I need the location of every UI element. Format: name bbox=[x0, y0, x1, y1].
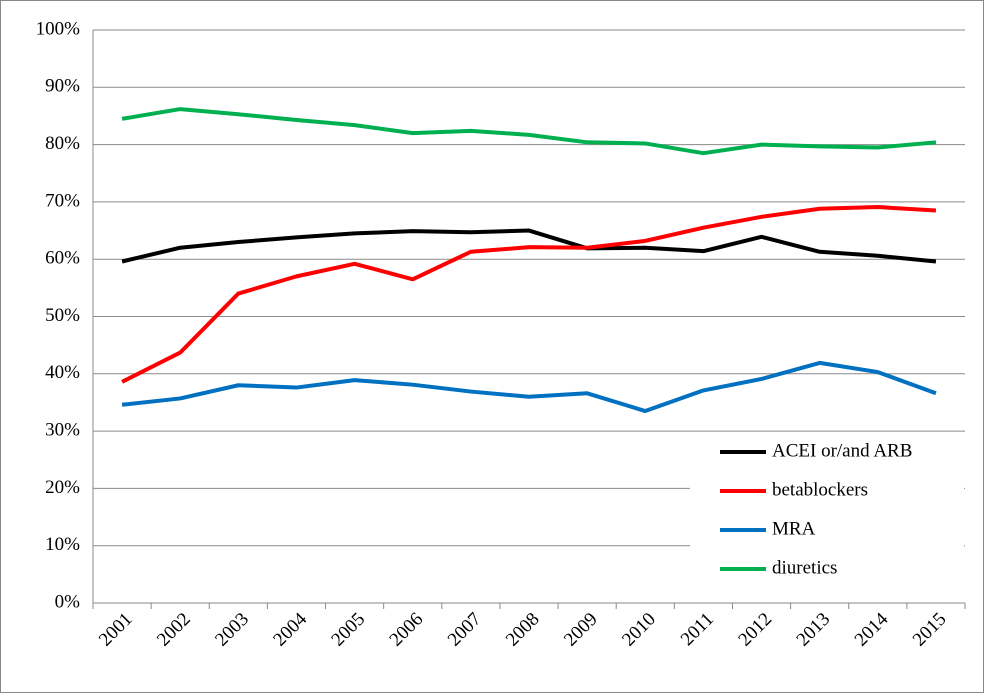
y-tick-label: 40% bbox=[45, 362, 80, 383]
legend-box bbox=[690, 432, 964, 590]
y-tick-label: 80% bbox=[45, 133, 80, 154]
series-line bbox=[121, 107, 937, 156]
series-line bbox=[121, 205, 937, 384]
y-tick-label: 30% bbox=[45, 419, 80, 440]
legend-label: diuretics bbox=[772, 557, 837, 578]
y-tick-label: 70% bbox=[45, 190, 80, 211]
y-tick-label: 0% bbox=[55, 591, 81, 612]
y-tick-label: 10% bbox=[45, 534, 80, 555]
legend-label: betablockers bbox=[772, 479, 868, 500]
y-tick-label: 50% bbox=[45, 305, 80, 326]
y-tick-label: 60% bbox=[45, 248, 80, 269]
series-line bbox=[121, 360, 937, 414]
series-line bbox=[121, 228, 937, 264]
y-tick-label: 20% bbox=[45, 477, 80, 498]
y-tick-label: 100% bbox=[36, 18, 81, 39]
y-tick-label: 90% bbox=[45, 76, 80, 97]
legend-label: MRA bbox=[772, 518, 816, 539]
legend-label: ACEI or/and ARB bbox=[772, 440, 912, 461]
